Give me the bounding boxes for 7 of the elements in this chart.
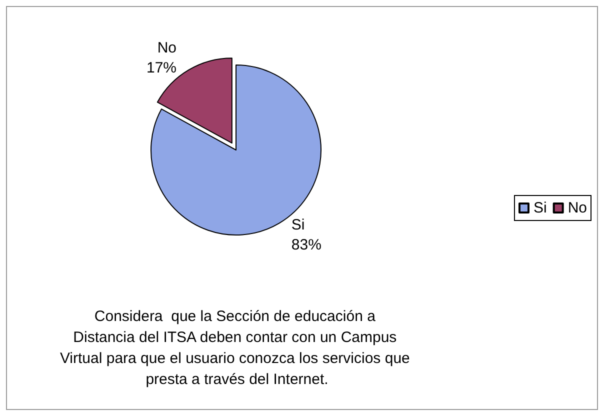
slice-label: No bbox=[157, 39, 177, 56]
slice-label: Si bbox=[291, 216, 305, 234]
data-label: 83% bbox=[291, 236, 322, 254]
legend-label: Si bbox=[533, 200, 547, 216]
text: Considera que la Sección de educación a Distancia del ITSA deben contar con un Campus Virtual para que el usuario conozca los servicios que presta a través del Internet. bbox=[60, 308, 414, 388]
data-label: 17% bbox=[146, 59, 177, 76]
legend-label: No bbox=[568, 200, 588, 216]
